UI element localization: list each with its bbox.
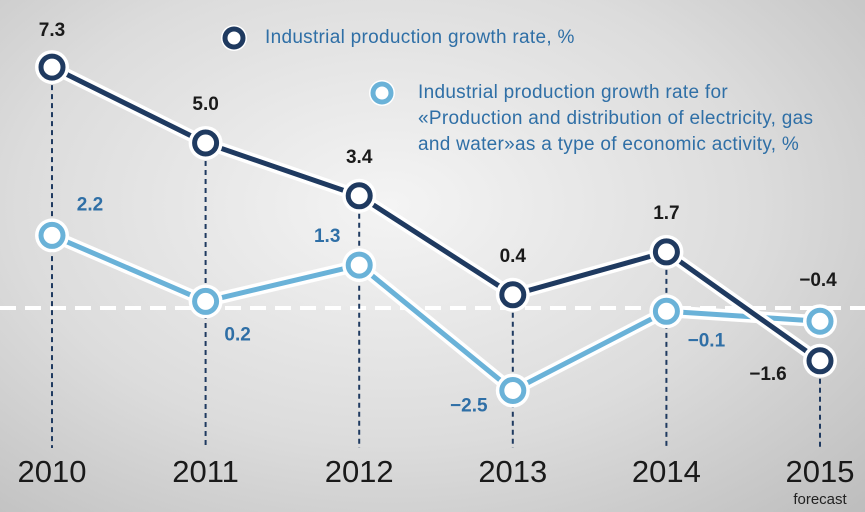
- point: [499, 281, 527, 309]
- value-label: 0.2: [224, 324, 250, 345]
- point: [652, 238, 680, 266]
- x-tick-label: 2012: [325, 454, 394, 489]
- point: [192, 129, 220, 157]
- point: [806, 307, 834, 335]
- point: [345, 251, 373, 279]
- line: [51, 233, 821, 393]
- value-label: 5.0: [192, 94, 218, 115]
- x-tick-label: 2013: [478, 454, 547, 489]
- point: [192, 287, 220, 315]
- value-label: 7.3: [39, 20, 65, 41]
- value-label: −2.5: [450, 396, 488, 417]
- value-label: −0.4: [799, 270, 837, 291]
- legend-label: Industrial production growth rate, %: [265, 27, 575, 48]
- value-label: 3.4: [346, 147, 373, 168]
- line: [50, 64, 822, 363]
- value-label: 1.7: [653, 203, 679, 224]
- x-tick-label: 2015: [786, 454, 855, 489]
- point: [38, 53, 66, 81]
- point: [499, 377, 527, 404]
- value-label: 0.4: [500, 246, 527, 267]
- point: [652, 297, 680, 325]
- legend-label: Industrial production growth rate for «P…: [418, 82, 814, 155]
- value-label: −1.6: [749, 364, 787, 385]
- annotation: forecast: [793, 491, 847, 508]
- x-tick-label: 2011: [172, 454, 239, 489]
- value-label: 2.2: [77, 194, 103, 215]
- point: [345, 182, 373, 210]
- point: [806, 347, 834, 375]
- value-label: 1.3: [314, 226, 340, 247]
- legend-marker: [222, 26, 246, 50]
- point: [38, 221, 66, 249]
- legend-marker: [370, 81, 394, 105]
- value-label: −0.1: [688, 330, 726, 351]
- x-tick-label: 2014: [632, 454, 701, 489]
- x-tick-label: 2010: [18, 454, 87, 489]
